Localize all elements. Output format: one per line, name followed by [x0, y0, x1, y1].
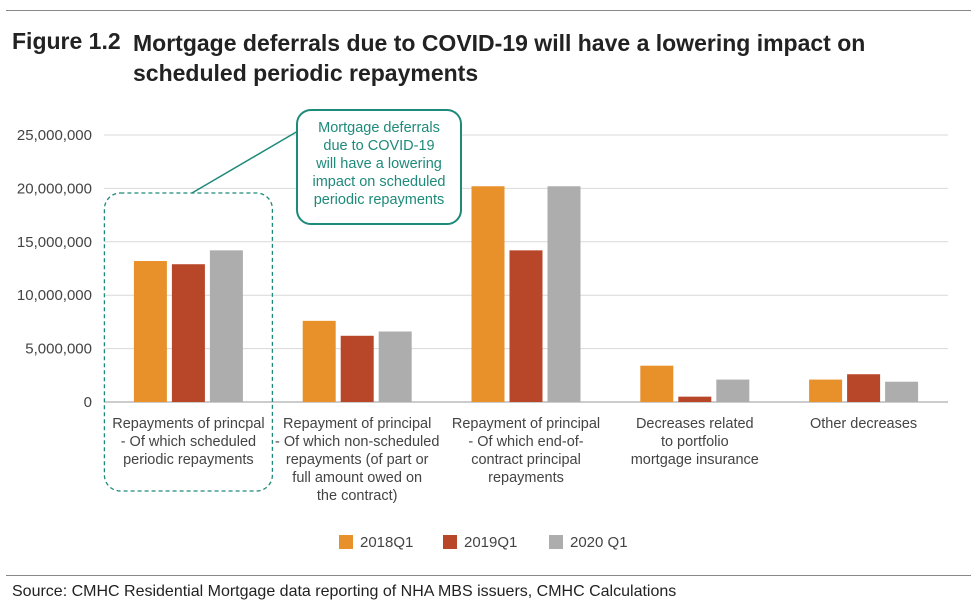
bar-2018q1: [302, 320, 336, 402]
highlight-box: [103, 192, 274, 492]
category-label: mortgage insurance: [631, 452, 759, 468]
callout-text: periodic repayments: [314, 192, 445, 208]
bar-chart: 0 5,000,000 10,000,000 15,000,000 20,000,000…: [17, 109, 948, 551]
bar-2019q1: [678, 396, 712, 402]
category-label: Decreases related: [636, 416, 754, 432]
callout-text: Mortgage deferrals: [318, 120, 440, 136]
legend-label: 2018Q1: [360, 534, 413, 551]
bottom-rule: [6, 575, 971, 576]
bar-2020q1: [378, 331, 412, 402]
y-tick-label: 20,000,000: [17, 180, 92, 197]
category-label: contract principal: [471, 452, 581, 468]
legend-label: 2019Q1: [464, 534, 517, 551]
category-label: Repayments of princpal: [112, 416, 264, 432]
bar-2018q1: [133, 261, 167, 402]
bar-2020q1: [209, 250, 243, 402]
legend-label: 2020 Q1: [570, 534, 628, 551]
y-tick-label: 5,000,000: [25, 341, 92, 358]
callout-text: will have a lowering: [315, 156, 442, 172]
category-label: periodic repayments: [123, 452, 254, 468]
bar-2018q1: [471, 186, 505, 402]
category-label: - Of which end-of-: [468, 434, 583, 450]
figure-title: Mortgage deferrals due to COVID-19 will …: [133, 30, 866, 86]
legend-swatch: [443, 535, 457, 549]
category-label: Repayment of principal: [283, 416, 431, 432]
category-label: full amount owed on: [292, 470, 422, 486]
category-label: the contract): [317, 488, 398, 504]
y-tick-label: 25,000,000: [17, 127, 92, 144]
callout-connector: [191, 130, 299, 194]
bar-2019q1: [171, 264, 205, 402]
bar-2019q1: [847, 374, 881, 402]
top-rule: [6, 10, 971, 11]
y-tick-label: 15,000,000: [17, 234, 92, 251]
callout-box: [296, 109, 462, 225]
bar-2019q1: [340, 335, 374, 402]
y-tick-label: 0: [84, 394, 92, 411]
callout-text: impact on scheduled: [313, 174, 446, 190]
figure-label: Figure 1.2: [12, 28, 121, 54]
source-note: Source: CMHC Residential Mortgage data r…: [12, 583, 677, 600]
category-label: to portfolio: [661, 434, 729, 450]
bar-2019q1: [509, 250, 543, 402]
bar-2018q1: [809, 379, 843, 402]
callout-text: due to COVID-19: [323, 138, 434, 154]
legend-swatch: [339, 535, 353, 549]
bar-2020q1: [716, 379, 750, 402]
legend-swatch: [549, 535, 563, 549]
category-label: Other decreases: [810, 416, 917, 432]
category-label: Repayment of principal: [452, 416, 600, 432]
category-label: - Of which non-scheduled: [275, 434, 439, 450]
category-label: - Of which scheduled: [121, 434, 256, 450]
bar-2020q1: [547, 186, 581, 402]
y-tick-label: 10,000,000: [17, 287, 92, 304]
bar-2020q1: [885, 381, 919, 402]
category-label: repayments (of part or: [286, 452, 429, 468]
bar-2018q1: [640, 365, 674, 402]
category-label: repayments: [488, 470, 564, 486]
